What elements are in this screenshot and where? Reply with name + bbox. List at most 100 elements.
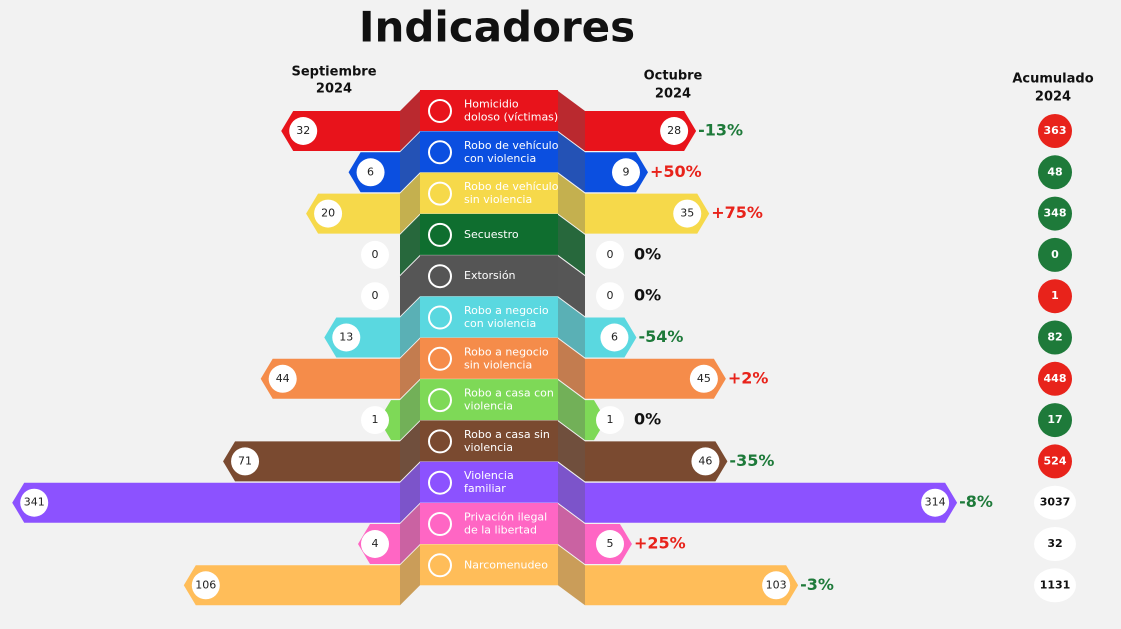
change: -13%: [698, 121, 743, 140]
september-value: 4: [372, 537, 379, 550]
row-label: Robo a negocio: [464, 345, 549, 358]
total-heading: Acumulado: [1012, 72, 1093, 87]
connector-shade: [400, 173, 420, 234]
september-value: 32: [296, 124, 310, 137]
value-badge: [20, 488, 49, 517]
value-badge: [596, 240, 624, 269]
value-badge: [673, 199, 702, 228]
value-badge: [689, 364, 718, 393]
row-label: doloso (víctimas): [464, 111, 558, 124]
label-box: [420, 544, 558, 586]
september-value: 6: [367, 165, 374, 178]
value-badge: [314, 199, 343, 228]
label-box: [420, 255, 558, 297]
connector: [558, 256, 585, 317]
value-badge: [361, 406, 389, 435]
label-box: [420, 131, 558, 173]
icon: [428, 512, 452, 536]
row-label: Privación ilegal: [464, 511, 547, 524]
row-label: Robo a negocio: [464, 304, 549, 317]
october-value: 46: [698, 454, 712, 467]
value-badge: [596, 530, 624, 558]
connector: [558, 545, 585, 606]
row-label: sin violencia: [464, 193, 532, 206]
connector: [558, 338, 585, 399]
connector-shade: [400, 504, 420, 564]
connector-shade: [400, 132, 420, 193]
row-label: violencia: [464, 441, 513, 454]
icon: [428, 553, 452, 578]
accumulated-value: 32: [1047, 537, 1062, 550]
connector: [400, 380, 420, 441]
change: +75%: [711, 203, 763, 222]
connector: [558, 504, 585, 564]
connector-shade: [558, 421, 585, 482]
row-label: Narcomenudeo: [464, 558, 548, 571]
value-badge: [762, 571, 791, 600]
accumulated-value: 348: [1044, 207, 1067, 220]
right-bar: [585, 358, 726, 399]
october-value: 314: [925, 496, 946, 509]
change: +25%: [634, 534, 686, 553]
connector: [400, 462, 420, 523]
label-box: [420, 172, 558, 214]
change: -3%: [800, 575, 834, 594]
connector: [400, 421, 420, 482]
accumulated-badge: [1038, 444, 1072, 479]
september-value: 44: [276, 372, 290, 385]
change: +2%: [728, 368, 769, 387]
label-box: [420, 503, 558, 544]
label-box: [420, 213, 558, 255]
october-value: 35: [680, 207, 694, 220]
value-badge: [268, 364, 297, 393]
right-bar: [585, 482, 958, 523]
october-value: 9: [623, 165, 630, 178]
october-value: 0: [607, 289, 614, 302]
value-badge: [332, 323, 361, 352]
september-value: 341: [24, 496, 45, 509]
october-value: 0: [607, 248, 614, 261]
connector-shade: [400, 256, 420, 317]
row-label: con violencia: [464, 152, 536, 165]
accumulated-badge: [1038, 279, 1072, 314]
left-bar: [223, 441, 400, 482]
right-bar: [585, 441, 728, 482]
value-badge: [660, 117, 689, 145]
connector: [400, 545, 420, 606]
change: +50%: [650, 162, 702, 181]
october-value: 5: [607, 537, 614, 550]
value-badge: [596, 282, 624, 311]
accumulated-value: 48: [1047, 165, 1062, 178]
icon: [428, 470, 452, 495]
label-box: [420, 420, 558, 462]
value-badge: [356, 158, 385, 187]
value-badge: [361, 240, 389, 269]
connector: [400, 297, 420, 358]
connector-shade: [400, 462, 420, 523]
left-bar: [379, 400, 400, 441]
accumulated-value: 1: [1051, 289, 1059, 302]
september-value: 0: [372, 289, 379, 302]
change: 0%: [634, 410, 661, 429]
connector-shade: [558, 214, 585, 275]
total-heading: 2024: [1035, 90, 1071, 105]
change: 0%: [634, 286, 661, 305]
connector-shade: [558, 173, 585, 234]
label-box: [420, 90, 558, 131]
value-badge: [231, 447, 260, 476]
connector: [400, 338, 420, 399]
september-value: 106: [195, 578, 216, 591]
connector: [558, 214, 585, 275]
row-label: familiar: [464, 482, 506, 495]
september-value: 13: [339, 331, 353, 344]
connector: [558, 297, 585, 358]
accumulated-badge: [1038, 403, 1072, 438]
right-bar: [585, 400, 606, 441]
connector-shade: [558, 380, 585, 441]
title: Indicadores: [359, 3, 635, 52]
row-label: con violencia: [464, 317, 536, 330]
accumulated-badge: [1038, 114, 1072, 148]
left-heading: 2024: [316, 82, 352, 97]
october-value: 103: [766, 578, 787, 591]
